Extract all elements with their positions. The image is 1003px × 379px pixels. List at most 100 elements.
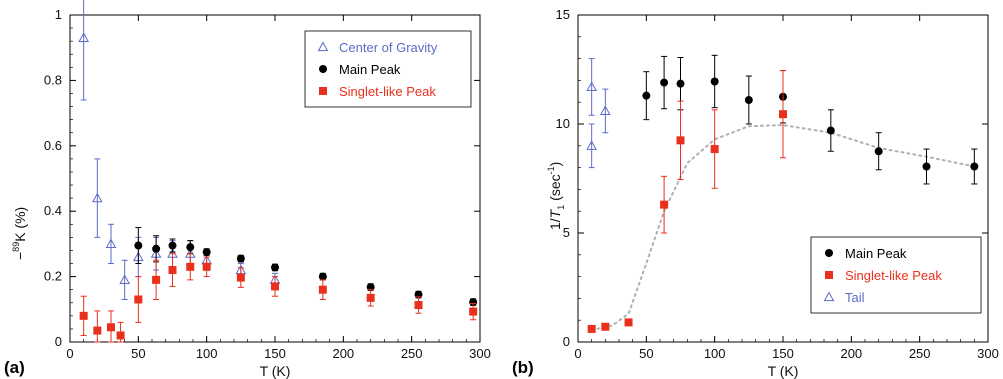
data-point <box>366 283 375 292</box>
y-axis-label-a-dash: − <box>12 252 28 260</box>
data-marks-a <box>78 0 478 343</box>
x-tick-label-0-0: 0 <box>66 346 73 361</box>
legend-b: Main Peak Singlet-like Peak Tail <box>810 236 982 314</box>
legend-marker <box>825 271 833 279</box>
panel-b: 0 50 100 150 200 250 300 0 5 10 15 T (K) 1/T1 (sec… <box>512 7 999 379</box>
panel-label-a: (a) <box>4 358 25 377</box>
data-point <box>134 241 143 250</box>
data-point <box>105 238 117 248</box>
y-axis-label-b-unit: (sec <box>547 174 563 204</box>
legend-label: Main Peak <box>339 62 401 77</box>
data-point <box>922 162 931 171</box>
data-point <box>134 295 143 304</box>
x-tick-label-0-6: 300 <box>469 346 491 361</box>
series-main-peak <box>134 227 478 307</box>
x-tick-label-1-4: 200 <box>840 346 862 361</box>
legend-label: Center of Gravity <box>339 40 438 55</box>
legend-marker <box>825 249 833 257</box>
y-axis-label-b-pre: 1/ <box>547 218 563 230</box>
data-point <box>744 96 753 105</box>
y-tick-label-0-5: 1 <box>55 7 62 22</box>
data-point <box>116 331 125 340</box>
data-point <box>78 32 90 42</box>
data-point <box>318 285 327 294</box>
x-tick-label-1-6: 300 <box>977 346 999 361</box>
data-point <box>469 307 478 316</box>
data-point <box>186 243 195 252</box>
legend-box-b <box>810 236 982 314</box>
panel-a: 0 50 100 150 200 250 300 0 0.2 0.4 0.6 0.8 1 T (K) −… <box>4 0 491 379</box>
legend-label: Singlet-like Peak <box>339 84 436 99</box>
y-tick-label-0-1: 0.2 <box>44 269 62 284</box>
series-singlet-like-peak <box>587 70 787 333</box>
y-axis-label-b-unit-sup: -1 <box>546 166 556 174</box>
y-tick-label-0-3: 0.6 <box>44 138 62 153</box>
data-point <box>414 301 423 310</box>
y-tick-label-0-2: 0.4 <box>44 203 62 218</box>
series-singlet-like-peak <box>79 253 478 343</box>
data-point <box>318 272 327 281</box>
data-point <box>236 273 245 282</box>
x-axis-label-b: T (K) <box>768 363 799 379</box>
x-tick-label-1-3: 150 <box>772 346 794 361</box>
data-point <box>366 293 375 302</box>
x-tick-label-0-4: 200 <box>332 346 354 361</box>
data-point <box>152 244 161 253</box>
series-main-peak <box>642 54 979 185</box>
data-point <box>271 282 279 291</box>
x-tick-label-1-0: 0 <box>574 346 581 361</box>
data-point <box>660 78 669 87</box>
data-point <box>91 192 103 203</box>
legend-a: Center of Gravity Main Peak Singlet-like P… <box>304 30 472 108</box>
axis-ticks-a: 0 50 100 150 200 250 300 0 0.2 0.4 0.6 0.8 1 <box>44 7 491 361</box>
data-point <box>710 145 719 154</box>
x-tick-label-1-1: 50 <box>639 346 653 361</box>
x-axis-label-a: T (K) <box>260 363 291 379</box>
x-tick-label-0-2: 100 <box>196 346 218 361</box>
data-point <box>642 91 651 100</box>
legend-label: Main Peak <box>845 246 907 261</box>
data-point <box>202 262 211 271</box>
y-tick-label-1-1: 5 <box>563 225 570 240</box>
legend-label: Singlet-like Peak <box>845 268 942 283</box>
y-tick-label-0-0: 0 <box>55 334 62 349</box>
data-point <box>236 254 245 263</box>
data-point <box>186 262 195 271</box>
y-tick-label-1-3: 15 <box>556 7 570 22</box>
axis-ticks-b: 0 50 100 150 200 250 300 0 5 10 15 <box>556 7 999 361</box>
y-tick-label-1-0: 0 <box>563 334 570 349</box>
data-point <box>586 81 598 92</box>
data-point <box>271 263 279 272</box>
data-point <box>93 326 102 335</box>
data-marks-b <box>586 54 979 333</box>
x-tick-label-0-1: 50 <box>131 346 145 361</box>
legend-marker <box>317 41 329 52</box>
y-axis-label-a: −89K (%) <box>11 207 28 260</box>
data-point <box>710 77 719 86</box>
data-point <box>676 136 685 145</box>
panel-label-b: (b) <box>512 358 534 377</box>
x-tick-label-0-5: 250 <box>401 346 423 361</box>
data-point <box>586 140 598 150</box>
y-tick-label-0-4: 0.8 <box>44 72 62 87</box>
y-axis-label-b-close: ) <box>547 162 563 167</box>
y-axis-label-a-sup: 89 <box>11 242 21 252</box>
series-tail <box>586 58 611 169</box>
data-point <box>107 323 115 332</box>
data-point <box>826 126 835 135</box>
data-point <box>79 311 88 320</box>
y-axis-label-b-sub: 1 <box>556 205 566 210</box>
data-point <box>779 110 787 119</box>
series-center-of-gravity <box>78 0 281 300</box>
data-point <box>601 322 610 331</box>
data-point <box>202 248 211 257</box>
x-tick-label-1-5: 250 <box>909 346 931 361</box>
data-point <box>599 105 611 116</box>
data-point <box>469 298 478 307</box>
x-tick-label-1-2: 100 <box>704 346 726 361</box>
legend-marker <box>319 87 327 95</box>
y-axis-label-b: 1/T1 (sec-1) <box>546 162 566 230</box>
y-tick-label-1-2: 10 <box>556 116 570 131</box>
data-point <box>624 318 633 327</box>
